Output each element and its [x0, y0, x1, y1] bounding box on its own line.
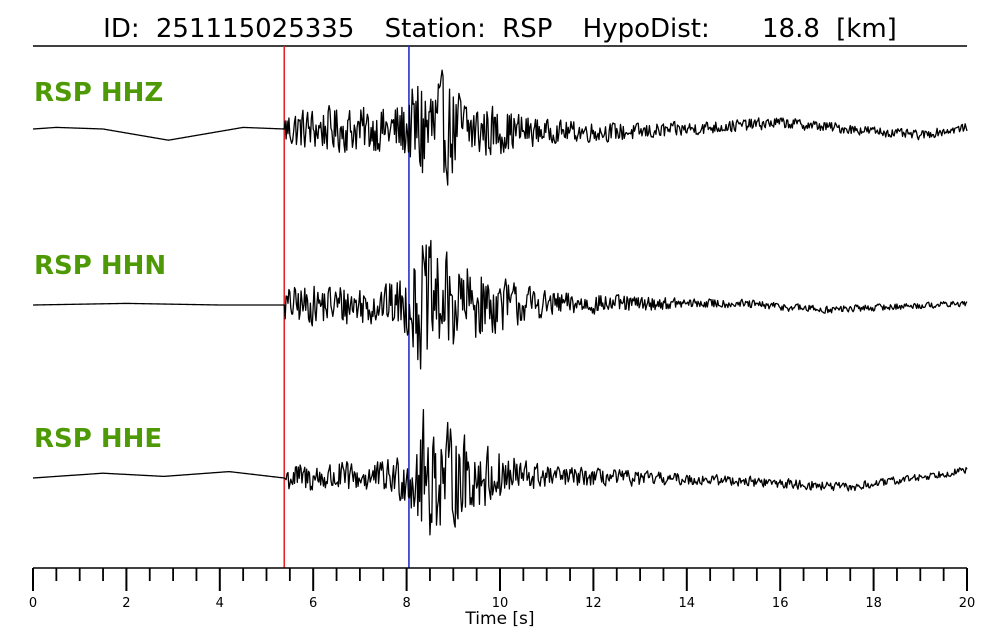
x-tick-label: 18 — [865, 596, 882, 611]
plot-title: ID: 251115025335 Station: RSP HypoDist: … — [103, 14, 897, 44]
channel-label: RSP HHZ — [34, 78, 163, 108]
x-tick-label: 4 — [216, 596, 224, 611]
channel-label: RSP HHE — [34, 424, 162, 454]
x-tick-label: 0 — [29, 596, 37, 611]
x-tick-label: 14 — [679, 596, 696, 611]
title-hypodist-value: 18.8 — [762, 14, 820, 44]
x-tick-label: 8 — [402, 596, 410, 611]
title-hypodist-unit: [km] — [836, 14, 897, 44]
trace-rsp-hhe — [32, 409, 968, 536]
title-id-value: 251115025335 — [156, 14, 355, 44]
x-tick-label: 20 — [959, 596, 976, 611]
x-tick-label: 6 — [309, 596, 317, 611]
trace-rsp-hhn — [32, 239, 968, 370]
x-tick-label: 2 — [122, 596, 130, 611]
x-tick-label: 12 — [585, 596, 602, 611]
traces-layer — [32, 69, 968, 536]
title-hypodist-label: HypoDist: — [583, 14, 710, 44]
time-axis: 0 2 4 6 8 10 12 14 16 18 20 — [29, 567, 976, 611]
x-tick-label: 16 — [772, 596, 789, 611]
x-axis-label: Time [s] — [464, 609, 534, 629]
title-id-label: ID: — [103, 14, 139, 44]
title-station-value: RSP — [502, 14, 552, 44]
channel-label: RSP HHN — [34, 251, 166, 281]
x-tick-label: 10 — [492, 596, 509, 611]
channel-labels: RSP HHZ RSP HHN RSP HHE — [34, 78, 166, 454]
trace-rsp-hhz — [32, 69, 968, 186]
title-station-label: Station: — [385, 14, 486, 44]
